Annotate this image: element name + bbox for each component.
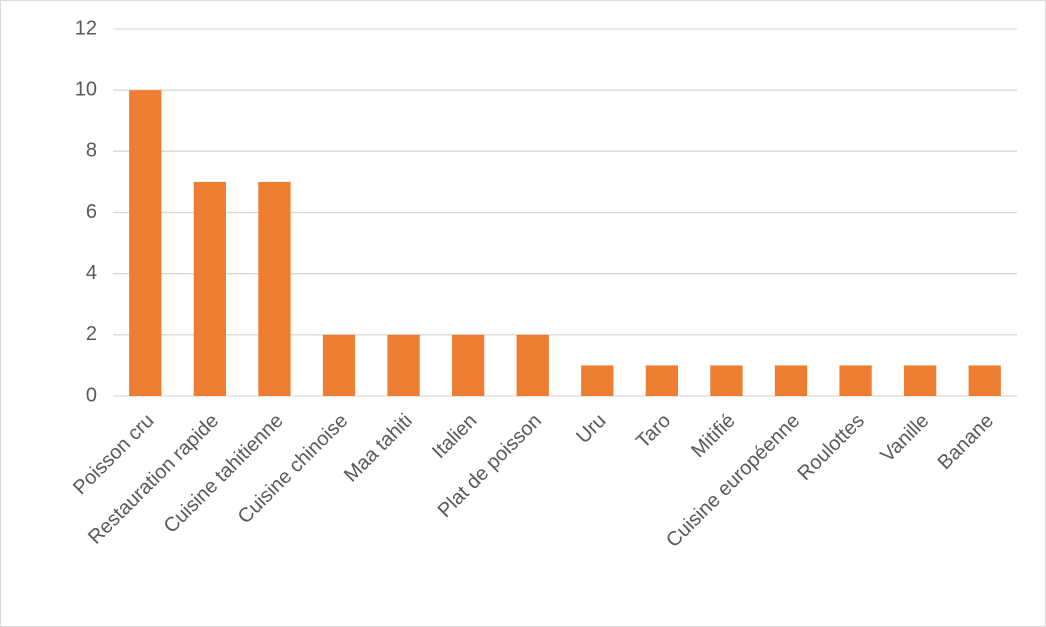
y-tick-label: 6 bbox=[86, 201, 97, 223]
y-tick-label: 10 bbox=[75, 78, 97, 100]
bar bbox=[645, 365, 678, 396]
bar bbox=[904, 365, 937, 396]
y-tick-label: 2 bbox=[86, 323, 97, 345]
bar bbox=[452, 334, 485, 396]
bar bbox=[322, 334, 356, 396]
bar bbox=[193, 181, 226, 396]
bar bbox=[839, 365, 872, 396]
y-tick-label: 0 bbox=[86, 384, 97, 406]
bar bbox=[710, 365, 743, 396]
bar bbox=[129, 90, 162, 397]
y-tick-label: 4 bbox=[86, 262, 97, 284]
y-tick-label: 8 bbox=[86, 140, 97, 162]
bar bbox=[516, 334, 549, 396]
bar bbox=[774, 365, 808, 396]
bar bbox=[968, 365, 1001, 396]
bar bbox=[387, 334, 420, 396]
bar bbox=[258, 181, 291, 396]
y-tick-label: 12 bbox=[75, 17, 97, 39]
bar bbox=[581, 365, 614, 396]
